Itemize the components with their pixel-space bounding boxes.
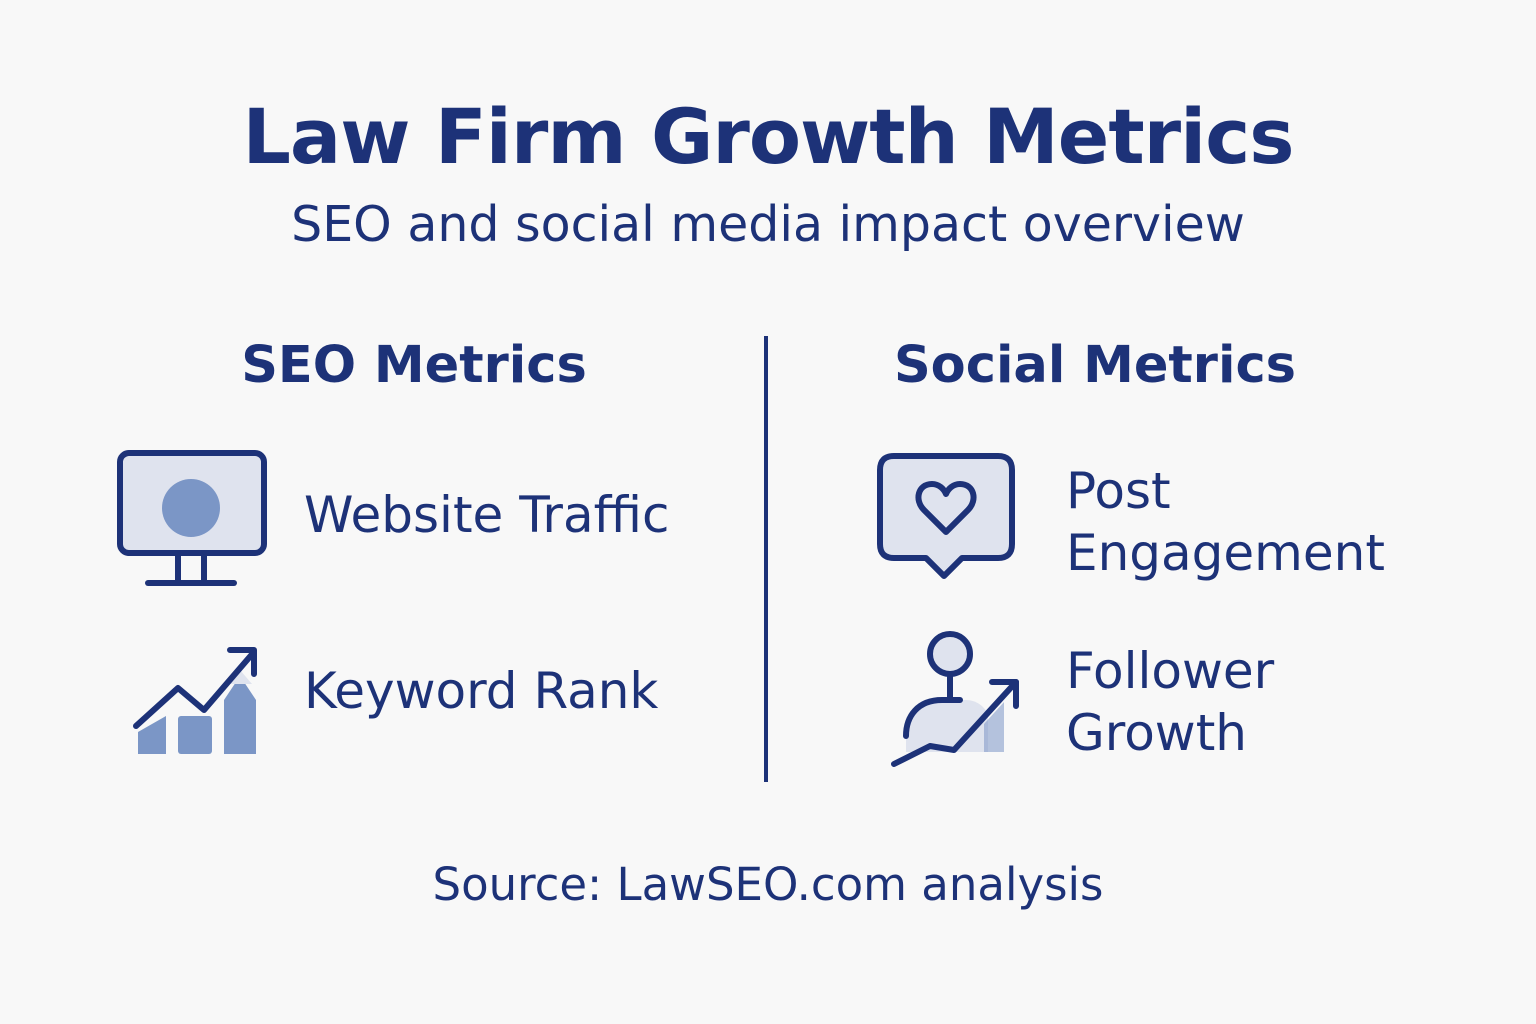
follower-growth-label: Follower Growth bbox=[1066, 640, 1274, 764]
trending-bar-chart-icon bbox=[130, 640, 262, 758]
post-engagement-line1: Post bbox=[1066, 462, 1171, 520]
source-caption: Source: LawSEO.com analysis bbox=[432, 858, 1104, 911]
follower-growth-line2: Growth bbox=[1066, 704, 1247, 762]
page-subtitle: SEO and social media impact overview bbox=[291, 196, 1245, 253]
heart-chat-bubble-icon bbox=[876, 452, 1018, 582]
keyword-rank-label: Keyword Rank bbox=[304, 662, 659, 720]
website-traffic-label: Website Traffic bbox=[304, 486, 670, 544]
follower-growth-line1: Follower bbox=[1066, 642, 1275, 700]
seo-metrics-heading: SEO Metrics bbox=[241, 336, 587, 395]
social-metrics-heading: Social Metrics bbox=[893, 336, 1297, 395]
column-divider bbox=[764, 336, 768, 782]
page-title: Law Firm Growth Metrics bbox=[242, 92, 1295, 181]
person-growth-icon bbox=[888, 628, 1024, 770]
post-engagement-line2: Engagement bbox=[1066, 524, 1385, 582]
monitor-icon bbox=[116, 450, 268, 590]
post-engagement-label: Post Engagement bbox=[1066, 460, 1385, 584]
